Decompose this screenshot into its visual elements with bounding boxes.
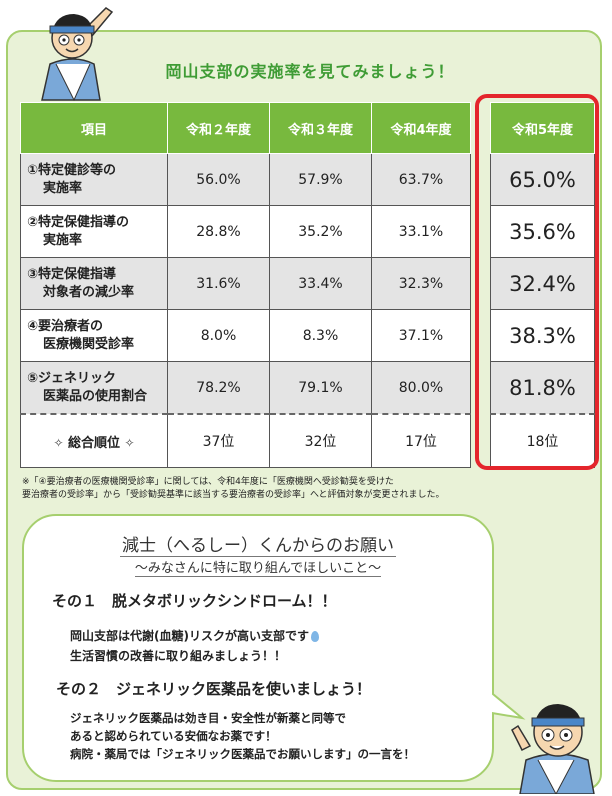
cell-value: 56.0% bbox=[167, 153, 270, 206]
cell-value-highlight: 32.4% bbox=[490, 257, 595, 310]
sparkle-icon: ✧ bbox=[53, 435, 64, 450]
table-row: ⑤ジェネリック 医薬品の使用割合 78.2% 79.1% 80.0% 81.8% bbox=[20, 361, 595, 415]
row-label: ③特定保健指導 対象者の減少率 bbox=[20, 257, 168, 310]
cell-value: 31.6% bbox=[167, 257, 270, 310]
summary-label-cell: ✧ 総合順位 ✧ bbox=[20, 413, 168, 468]
rank-value: 17位 bbox=[371, 413, 471, 468]
cell-value: 32.3% bbox=[371, 257, 471, 310]
row-label: ①特定健診等の 実施率 bbox=[20, 153, 168, 206]
cell-value: 35.2% bbox=[269, 205, 372, 258]
header-item: 項目 bbox=[20, 102, 168, 154]
rank-value: 37位 bbox=[167, 413, 270, 468]
table-row: ①特定健診等の 実施率 56.0% 57.9% 63.7% 65.0% bbox=[20, 153, 595, 206]
request-body-1: 岡山支部は代謝(血糖)リスクが高い支部です 生活習慣の改善に取り組みましょう！！ bbox=[70, 626, 319, 666]
cell-value-highlight: 65.0% bbox=[490, 153, 595, 206]
bubble-title: 減士（へるしー）くんからのお願い bbox=[120, 536, 396, 557]
sparkle-icon: ✧ bbox=[124, 435, 135, 450]
summary-label: 総合順位 bbox=[67, 435, 120, 451]
footnote: ※「④要治療者の医療機関受診率」に関しては、令和4年度に「医療機関へ受診勧奨を受… bbox=[22, 477, 445, 500]
cell-value: 80.0% bbox=[371, 361, 471, 415]
cell-value: 8.3% bbox=[269, 309, 372, 362]
summary-row: ✧ 総合順位 ✧ 37位 32位 17位 18位 bbox=[20, 413, 595, 468]
mascot-illustration-bottom bbox=[511, 704, 595, 794]
cell-value: 33.4% bbox=[269, 257, 372, 310]
row-label: ②特定保健指導の 実施率 bbox=[20, 205, 168, 258]
rank-value: 32位 bbox=[269, 413, 372, 468]
request-heading-2: その２ ジェネリック医薬品を使いましょう！ bbox=[56, 680, 372, 698]
header-r2: 令和２年度 bbox=[167, 102, 270, 154]
cell-value-highlight: 38.3% bbox=[490, 309, 595, 362]
table-row: ④要治療者の 医療機関受診率 8.0% 8.3% 37.1% 38.3% bbox=[20, 309, 595, 362]
cell-value-highlight: 81.8% bbox=[490, 361, 595, 415]
cell-value: 8.0% bbox=[167, 309, 270, 362]
cell-value: 63.7% bbox=[371, 153, 471, 206]
cell-value: 28.8% bbox=[167, 205, 270, 258]
row-label: ⑤ジェネリック 医薬品の使用割合 bbox=[20, 361, 168, 415]
request-body-2: ジェネリック医薬品は効き目・安全性が新薬と同等で あると認められている安価なお薬… bbox=[70, 711, 415, 761]
page-title: 岡山支部の実施率を見てみましょう！ bbox=[165, 62, 455, 81]
speech-bubble bbox=[22, 514, 494, 782]
header-r5: 令和5年度 bbox=[490, 102, 595, 154]
cell-value-highlight: 35.6% bbox=[490, 205, 595, 258]
request-heading-1: その１ 脱メタボリックシンドローム！！ bbox=[52, 592, 337, 610]
speech-bubble-tail bbox=[486, 690, 526, 720]
table-row: ②特定保健指導の 実施率 28.8% 35.2% 33.1% 35.6% bbox=[20, 205, 595, 258]
table-row: ③特定保健指導 対象者の減少率 31.6% 33.4% 32.3% 32.4% bbox=[20, 257, 595, 310]
table-header-row: 項目 令和２年度 令和３年度 令和4年度 令和5年度 bbox=[20, 102, 595, 154]
mascot-illustration-top bbox=[41, 7, 114, 102]
bubble-subtitle: ～みなさんに特に取り組んでほしいこと～ bbox=[134, 561, 382, 577]
cell-value: 78.2% bbox=[167, 361, 270, 415]
header-r4: 令和4年度 bbox=[371, 102, 471, 154]
cell-value: 37.1% bbox=[371, 309, 471, 362]
header-r3: 令和３年度 bbox=[269, 102, 372, 154]
rank-value-highlight: 18位 bbox=[490, 413, 595, 468]
cell-value: 33.1% bbox=[371, 205, 471, 258]
sweat-drop-icon bbox=[310, 631, 319, 642]
rates-table: 項目 令和２年度 令和３年度 令和4年度 令和5年度 ①特定健診等の 実施率 56… bbox=[20, 102, 595, 468]
cell-value: 79.1% bbox=[269, 361, 372, 415]
cell-value: 57.9% bbox=[269, 153, 372, 206]
row-label: ④要治療者の 医療機関受診率 bbox=[20, 309, 168, 362]
